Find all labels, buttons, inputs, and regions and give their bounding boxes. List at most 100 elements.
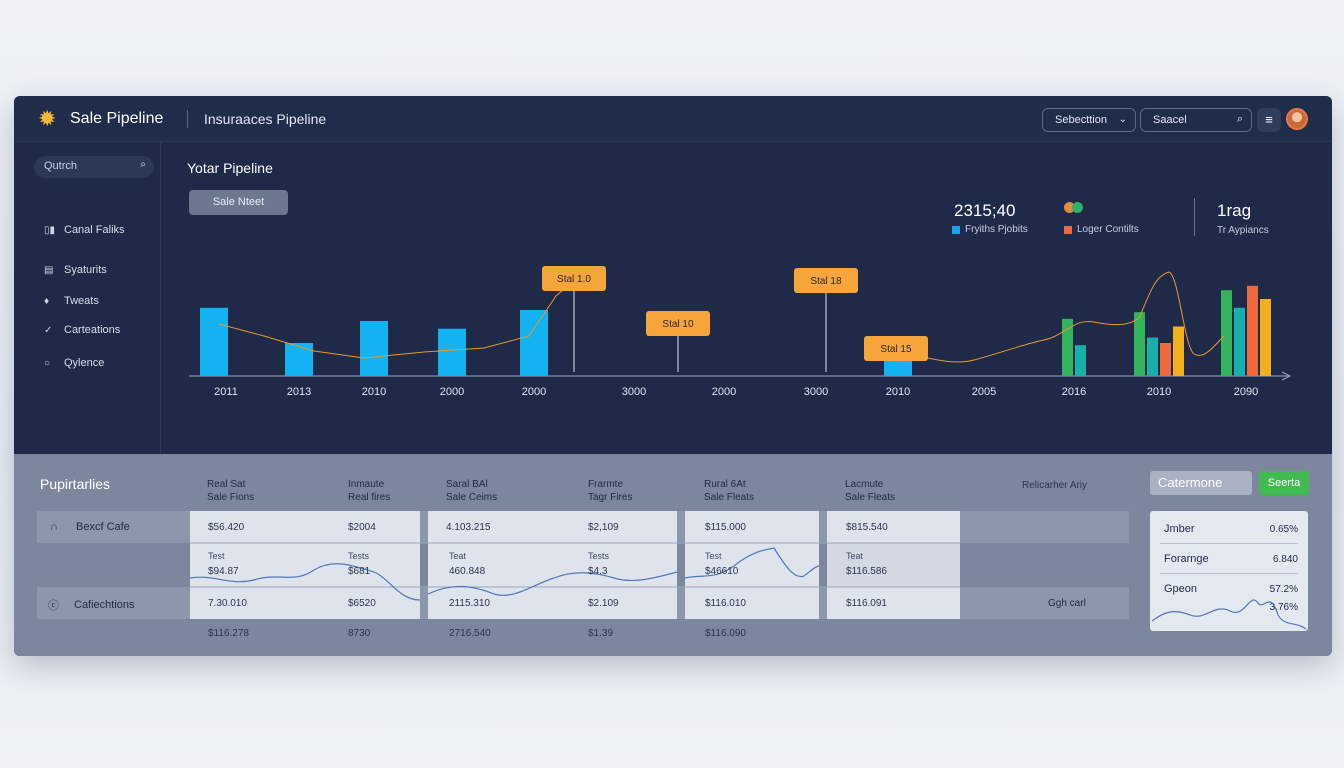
sidebar: Qutrch ⌕ ▯▮ Canal Faliks ▤ Syaturits ♦ T… — [14, 142, 161, 454]
cell-value: $116.090 — [705, 628, 746, 639]
column-header-line: Real Sat — [207, 479, 246, 490]
sidebar-item-syaturits[interactable]: ▤ Syaturits — [44, 264, 107, 276]
data-cell-group — [827, 511, 960, 543]
kpi-total-value: 2315;40 — [954, 201, 1016, 220]
x-tick-label: 2010 — [362, 386, 386, 398]
row-label-cafiechtions[interactable]: ⓒ Cafiechtions — [48, 597, 135, 613]
headset-icon: ∩ — [50, 521, 58, 533]
legend-swatch — [1064, 225, 1072, 234]
sale-filter-chip[interactable]: Sale Nteet — [189, 190, 288, 215]
chart-bar — [200, 307, 228, 376]
header-search-input[interactable]: Saacel ⌕ — [1140, 108, 1252, 132]
annotation-box — [542, 266, 606, 291]
cell-value: 2716.540 — [449, 628, 491, 639]
cell-value: $115.000 — [705, 522, 746, 533]
cell-value: $116.586 — [846, 566, 887, 577]
data-cell-group — [428, 511, 677, 619]
cell-sub-label: Test — [705, 551, 722, 561]
ra-column-header: Relicarher Ariy — [1022, 480, 1088, 491]
chart-bar — [1134, 312, 1145, 376]
x-tick-label: 2010 — [1147, 386, 1171, 398]
row-label-bexcf[interactable]: ∩ Bexcf Cafe — [50, 521, 130, 533]
row-label-text: Bexcf Cafe — [76, 521, 130, 533]
row-label-text: Cafiechtions — [74, 599, 135, 611]
pin-icon: ♦ — [44, 295, 50, 307]
pipeline-subtitle: Insuraaces Pipeline — [204, 111, 327, 127]
column-header: Rural 6At Sale Fleats — [704, 478, 754, 504]
column-header-line: Inmaute — [348, 479, 385, 490]
sidebar-item-qylence[interactable]: ○ Qylence — [44, 357, 104, 369]
cell-value: $94.87 — [208, 566, 239, 577]
x-tick-label: 3000 — [804, 386, 828, 398]
x-tick-label: 2011 — [214, 386, 238, 398]
x-tick-label: 2005 — [972, 386, 996, 398]
selection-dropdown-label: Sebecttion — [1055, 114, 1107, 126]
pipeline-bar-chart: Stal 1.0 Stal 10 Stal 18 Stal 15 2011 2013 201… — [189, 266, 1292, 398]
column-header-line: Sale Fleats — [845, 492, 896, 503]
summary-divider — [1160, 573, 1298, 574]
users-icon — [1064, 202, 1083, 216]
cell-value: $116.091 — [846, 598, 887, 609]
sidebar-item-label: Tweats — [64, 295, 99, 307]
sidebar-item-label: Syaturits — [64, 264, 107, 276]
hamburger-icon[interactable]: ≡ — [1257, 108, 1281, 132]
cell-value: $815.540 — [846, 522, 888, 533]
search-icon: ⌕ — [140, 159, 146, 170]
selection-dropdown[interactable]: Sebecttion ⌄ — [1042, 108, 1136, 132]
top-bar: ✹ Sale Pipeline Insuraaces Pipeline Sebe… — [14, 96, 1332, 142]
summary-card: Jmber 0.65% Forarnge 6.840 Gpeon 57.2% 3… — [1150, 511, 1308, 631]
circle-icon: ○ — [44, 357, 51, 369]
chart-bar — [1075, 345, 1086, 376]
cell-sub-label: Tests — [588, 551, 610, 561]
cell-value: 2115.310 — [449, 598, 490, 609]
cell-value: $1.39 — [588, 628, 614, 639]
avatar[interactable] — [1286, 108, 1308, 130]
row-sparkline — [684, 547, 820, 579]
data-cell-group — [827, 587, 960, 619]
cell-value: 7.30.010 — [208, 598, 247, 609]
brand-title: Sale Pipeline — [70, 110, 164, 127]
column-header-line: Rural 6At — [704, 479, 746, 490]
sidebar-item-label: Canal Faliks — [64, 224, 125, 236]
annotation-box — [864, 336, 928, 361]
cell-value: 4.103.215 — [446, 522, 491, 533]
column-header: Frarmte Tagr Fires — [588, 478, 632, 504]
chevron-down-icon: ⌄ — [1118, 114, 1127, 125]
header-search-placeholder: Saacel — [1153, 114, 1187, 126]
sidebar-item-carteations[interactable]: ✓ Carteations — [44, 324, 120, 336]
list-icon: ▤ — [44, 264, 54, 276]
cell-value: $6520 — [348, 598, 376, 609]
panel-title: Pupirtarlies — [40, 476, 111, 492]
compare-button[interactable]: Catermone — [1150, 471, 1252, 495]
data-cell-group — [685, 511, 819, 619]
column-header-line: Real fires — [348, 492, 391, 503]
summary-label: Jmber — [1164, 523, 1195, 535]
chart-bar — [1247, 285, 1258, 376]
column-header: Saral BAl Sale Ceims — [446, 478, 497, 504]
check-icon: ✓ — [44, 324, 53, 336]
sidebar-search-input[interactable]: Qutrch ⌕ — [34, 156, 154, 178]
summary-sparkline — [1151, 599, 1307, 630]
summary-divider — [1160, 543, 1298, 544]
cell-value: $116.278 — [208, 628, 249, 639]
chart-bar — [1062, 318, 1073, 376]
data-cell-group — [190, 511, 420, 619]
search-button[interactable]: Seerta — [1259, 471, 1309, 495]
sidebar-item-canal-faliks[interactable]: ▯▮ Canal Faliks — [44, 224, 125, 236]
column-header: Inmaute Real fires — [348, 478, 390, 504]
column-header-line: Sale Ceims — [446, 492, 498, 503]
chart-bar — [1260, 299, 1271, 376]
cell-value: $2.109 — [588, 598, 619, 609]
sidebar-item-tweats[interactable]: ♦ Tweats — [44, 295, 99, 307]
summary-value: 6.840 — [1272, 554, 1298, 565]
cell-value: $2,109 — [588, 522, 619, 533]
cell-value: $2004 — [348, 522, 376, 533]
trend-line — [218, 275, 580, 359]
x-tick-label: 2000 — [712, 386, 736, 398]
chart-bar — [520, 310, 548, 376]
annotation-label: Stal 10 — [662, 319, 694, 330]
column-header-line: Lacmute — [845, 479, 884, 490]
annotation-label: Stal 1.0 — [557, 274, 591, 285]
x-tick-label: 2000 — [522, 386, 546, 398]
row-sparkline — [427, 571, 678, 596]
